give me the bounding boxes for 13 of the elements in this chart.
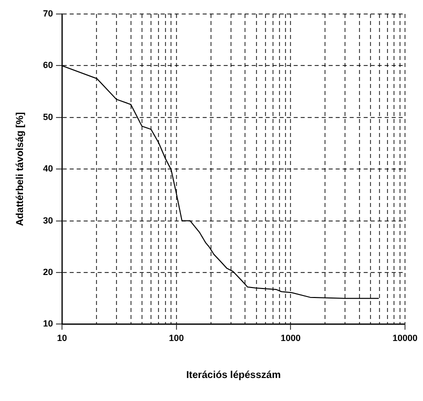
x-tick-label: 10000: [392, 333, 418, 344]
y-tick-label: 40: [42, 164, 54, 174]
y-tick-label: 20: [42, 266, 54, 277]
x-tick-label: 10: [57, 333, 68, 344]
x-axis-title: Iterációs lépésszám: [186, 370, 281, 381]
y-tick-label: 60: [42, 60, 54, 70]
y-tick-label: 50: [42, 112, 54, 122]
y-tick-label: 30: [42, 215, 54, 226]
x-tick-label: 1000: [280, 333, 301, 344]
y-tick-label: 10: [42, 318, 54, 329]
y-axis-title: Adattérbeli távolság [%]: [14, 112, 26, 226]
x-tick-label: 100: [168, 333, 184, 344]
y-tick-label: 70: [42, 8, 54, 18]
